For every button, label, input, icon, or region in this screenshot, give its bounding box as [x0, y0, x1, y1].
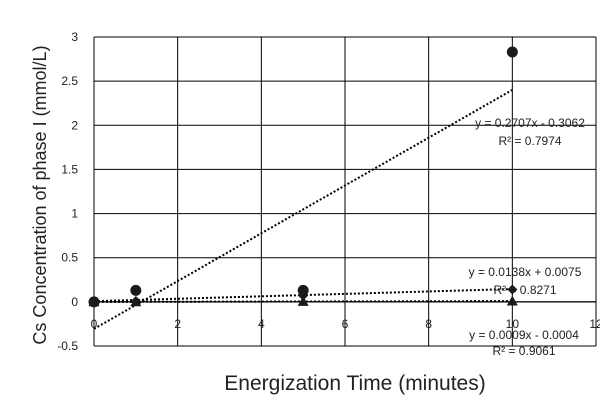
grid — [93, 36, 597, 347]
x-tick-label: 0 — [91, 317, 98, 331]
trendline-r2-3: R² = 0.9061 — [492, 344, 555, 358]
trendline-equation-1: y = 0.2707x - 0.3062 — [475, 116, 585, 130]
triangle-point — [297, 296, 309, 306]
data-points — [88, 46, 518, 308]
x-tick-label: 10 — [506, 317, 520, 331]
trendline-1 — [93, 89, 513, 330]
trendline-equation-2: y = 0.0138x + 0.0075 — [469, 265, 582, 279]
x-tick-label: 6 — [342, 317, 349, 331]
diamond-point — [507, 284, 518, 295]
trendline-r2-2: R² = 0.8271 — [493, 283, 556, 297]
triangle-point — [130, 296, 142, 307]
circle-point — [130, 284, 142, 296]
x-axis-ticks: 0 2 4 6 8 10 12 — [91, 317, 600, 331]
trendline-labels: y = 0.2707x - 0.3062 R² = 0.7974 y = 0.013… — [469, 116, 586, 358]
y-tick-label: 0 — [71, 295, 78, 309]
y-tick-label: 1.5 — [61, 162, 78, 176]
x-tick-label: 12 — [589, 317, 600, 331]
y-tick-label: 3 — [71, 30, 78, 44]
x-axis-title: Energization Time (minutes) — [224, 372, 485, 395]
triangle-point — [88, 296, 100, 307]
y-tick-label: 2 — [71, 118, 78, 132]
diamond-point — [298, 290, 309, 301]
x-tick-label: 8 — [425, 317, 432, 331]
x-tick-label: 2 — [174, 317, 181, 331]
y-tick-label: 0.5 — [61, 251, 78, 265]
trendline-equation-3: y = 0.0009x - 0.0004 — [469, 328, 579, 342]
y-axis-ticks: -0.5 0 0.5 1 1.5 2 2.5 3 — [57, 30, 78, 353]
x-tick-label: 4 — [258, 317, 265, 331]
circle-point — [506, 46, 518, 58]
y-axis-title: Cs Concentration of phase I (mmol/L) — [30, 45, 50, 344]
y-tick-label: -0.5 — [57, 339, 78, 353]
y-tick-label: 2.5 — [61, 74, 78, 88]
circle-point — [297, 284, 309, 296]
y-tick-label: 1 — [71, 207, 78, 221]
triangle-point — [506, 295, 518, 306]
trendline-r2-1: R² = 0.7974 — [498, 134, 561, 148]
